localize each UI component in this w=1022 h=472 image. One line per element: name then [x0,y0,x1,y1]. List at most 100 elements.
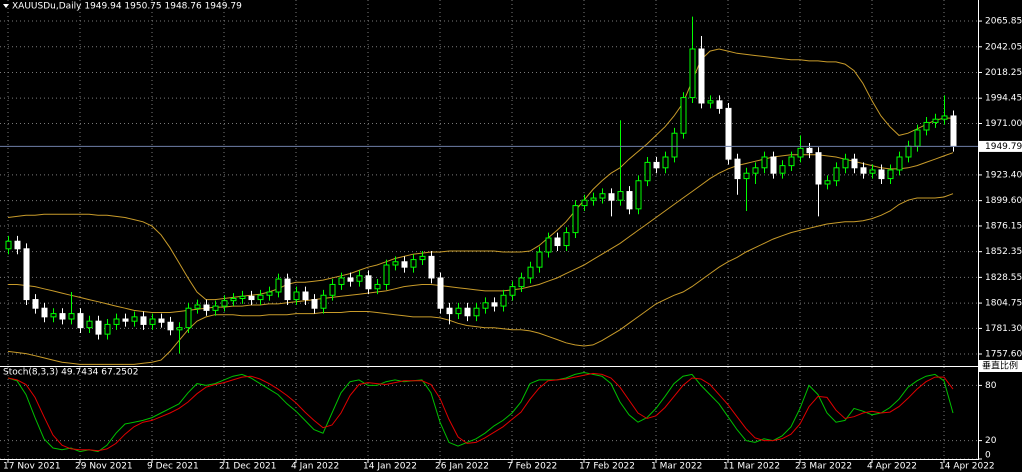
candle-body [419,255,426,261]
bollinger-bands [7,48,954,365]
candle-body [590,197,597,201]
candle-body [104,323,111,335]
candle-body [482,302,489,309]
candle-body [122,318,129,322]
candle-body [248,295,255,301]
y-tick-label: 20 [985,436,997,446]
candle-body [284,278,291,301]
candles [5,16,957,354]
y-tick-label: 1876.15 [985,221,1022,231]
candle-body [896,156,903,171]
candle-body [842,158,849,169]
candle-body [626,191,633,210]
candle-body [869,169,876,174]
axes [0,0,1022,460]
x-tick-label: 26 Jan 2022 [435,462,489,472]
candle-body [932,118,939,123]
candle-body [851,158,858,169]
stochastic [7,371,954,453]
candle-body [914,129,921,147]
y-tick-label: 2018.25 [985,68,1022,78]
main-grid [0,0,978,366]
x-tick-label: 23 Mar 2022 [795,462,852,472]
x-tick-label: 11 Mar 2022 [723,462,780,472]
x-tick-label: 14 Jan 2022 [363,462,417,472]
candle-body [212,305,219,311]
candle-body [203,304,210,311]
candle-body [464,307,471,317]
candle-body [329,283,336,296]
candle-body [761,156,768,169]
candle-body [500,294,507,307]
candle-body [302,291,309,301]
x-tick-label: 9 Dec 2021 [147,462,199,472]
x-tick-label: 17 Feb 2022 [579,462,635,472]
candle-body [878,169,885,180]
candle-body [455,307,462,315]
candle-body [923,121,930,131]
candle-body [887,169,894,180]
candle-body [14,240,21,250]
band-line [8,152,954,313]
candle-body [554,237,561,247]
candle-body [239,295,246,299]
x-tick-label: 1 Mar 2022 [651,462,702,472]
candle-body [581,199,588,207]
stoch-line [7,371,954,453]
candle-body [680,97,687,134]
candle-body [59,313,66,320]
candle-body [140,316,147,325]
candle-body [716,100,723,109]
candle-body [671,132,678,158]
candle-body [41,307,48,318]
candle-body [185,307,192,329]
menu-arrow[interactable] [3,4,9,8]
candle-body [599,193,606,199]
candle-body [77,313,84,329]
candle-body [473,307,480,317]
candle-body [446,307,453,315]
candle-body [194,304,201,309]
x-tick-label: 29 Nov 2021 [75,462,133,472]
candle-body [950,115,957,147]
candle-body [518,277,525,288]
x-tick-label: 17 Nov 2021 [3,462,61,472]
candle-body [617,191,624,201]
y-tick-label: 1781.30 [985,324,1022,334]
candle-body [806,147,813,154]
candle-body [527,266,534,279]
candle-body [698,48,705,104]
candle-body [149,318,156,325]
candle-body [941,115,948,120]
y-tick-label: 1828.55 [985,273,1022,283]
candle-body [113,318,120,325]
candle-body [536,251,543,268]
scale-button[interactable] [979,360,1022,372]
candle-body [491,302,498,307]
candle-body [788,156,795,167]
candle-body [770,156,777,174]
candle-body [230,297,237,302]
candle-body [86,320,93,329]
scale-button-label[interactable]: 垂直比例 [982,360,1018,372]
y-tick-label: 2042.05 [985,42,1022,52]
x-tick-label: 14 Apr 2022 [939,462,995,472]
candle-body [266,291,273,296]
x-tick-label: 7 Feb 2022 [507,462,557,472]
candle-body [662,156,669,169]
x-tick-label: 4 Apr 2022 [867,462,917,472]
candle-body [356,275,363,282]
candle-body [689,48,696,99]
candle-body [905,145,912,158]
candle-body [635,180,642,210]
candle-body [707,100,714,104]
candle-body [50,313,57,318]
candle-body [176,327,183,331]
candle-body [608,193,615,201]
candle-body [860,167,867,174]
candle-body [824,180,831,185]
y-tick-label: 80 [985,381,997,391]
x-tick-label: 4 Jan 2022 [291,462,339,472]
y-tick-label: 1757.60 [985,350,1022,360]
